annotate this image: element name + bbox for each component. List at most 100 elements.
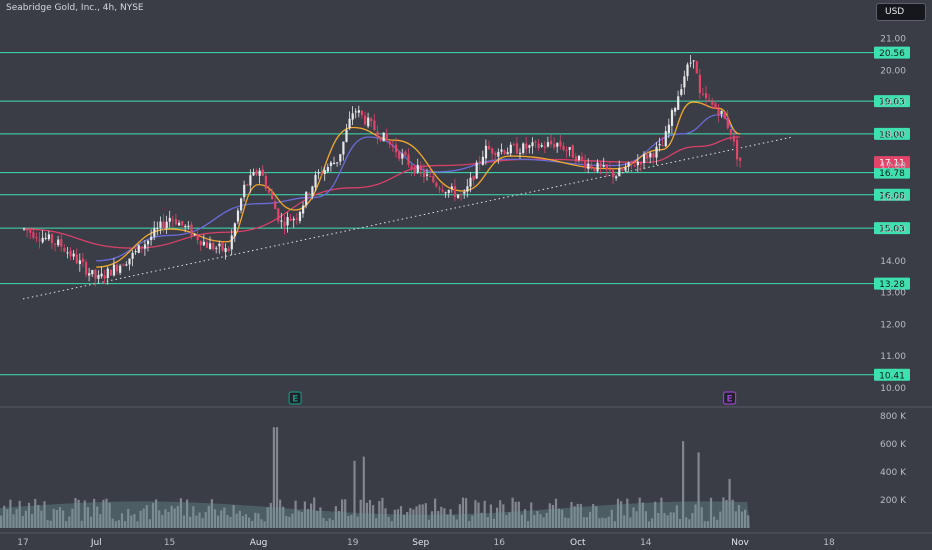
candle-body [106, 268, 109, 279]
earnings-marker[interactable] [288, 391, 302, 405]
candle-body [512, 144, 515, 146]
candle-body [729, 129, 732, 135]
price-tick-label: 13.00 [880, 289, 906, 299]
candle-body [199, 240, 202, 246]
volume-bar [74, 497, 77, 528]
candle-body [360, 110, 364, 116]
candle-body [212, 243, 215, 250]
volume-bar [195, 515, 198, 528]
volume-bar [514, 501, 517, 528]
candle-body [652, 153, 655, 158]
volume-bar [632, 507, 635, 528]
volume-bar [0, 515, 3, 528]
candle-body [122, 264, 125, 266]
candle-body [435, 182, 438, 187]
volume-bar [744, 509, 747, 528]
candle-body [289, 218, 292, 221]
candle-body [478, 161, 481, 164]
candle-body [143, 244, 147, 249]
volume-bar [350, 515, 353, 528]
candle-body [38, 239, 41, 241]
candle-body [469, 177, 472, 187]
price-tick-label: 16.00 [880, 193, 906, 203]
candle-body [267, 189, 271, 193]
candle-body [596, 162, 599, 172]
candle-body [85, 261, 88, 275]
candle-body [528, 145, 531, 148]
level-label: 13.28 [879, 280, 905, 290]
volume-bar [120, 513, 124, 528]
candle-body [277, 208, 280, 222]
volume-bar [663, 512, 666, 528]
volume-pane: 800 K 600 K 400 K 200 K [0, 412, 907, 528]
candle-body [193, 234, 196, 236]
candle-body [236, 210, 240, 222]
volume-bar [328, 518, 331, 528]
volume-bar [666, 515, 669, 528]
candle-body [47, 234, 50, 240]
candle-body [370, 118, 373, 122]
volume-bar [341, 499, 344, 528]
volume-bar [505, 515, 508, 528]
candle-body [543, 146, 546, 148]
volume-bar [52, 508, 55, 528]
candle-body [153, 228, 156, 237]
candle-body [633, 165, 636, 167]
volume-bar [173, 508, 176, 528]
volume-bar [722, 497, 725, 528]
candle-body [168, 217, 171, 222]
volume-bar [303, 501, 306, 528]
candle-body [429, 176, 432, 178]
volume-bar [21, 516, 24, 528]
candle-body [627, 162, 630, 167]
volume-bar [440, 506, 443, 528]
volume-bar [170, 505, 173, 528]
volume-bar [443, 508, 446, 528]
candle-body [119, 265, 122, 273]
volume-bar [480, 512, 483, 528]
volume-bar [108, 502, 111, 528]
volume-bar [452, 515, 455, 528]
candle-body [581, 156, 584, 160]
time-tick-label: Aug [250, 538, 268, 548]
candle-body [66, 252, 69, 254]
time-tick-label: Nov [731, 538, 749, 548]
candle-body [649, 152, 652, 158]
candle-body [677, 96, 680, 110]
candle-body [519, 152, 522, 154]
volume-bar [207, 505, 210, 528]
candle-body [577, 155, 581, 160]
volume-bar [542, 517, 545, 528]
candle-body [705, 93, 708, 99]
volume-bar [638, 497, 641, 528]
volume-bar [148, 519, 151, 528]
currency-selector[interactable]: USD [876, 3, 926, 21]
volume-bar [139, 510, 142, 528]
volume-bar [235, 513, 238, 528]
candle-body [364, 115, 367, 125]
price-axis: 22.0021.0020.0019.0018.0017.0016.0015.00… [880, 3, 906, 394]
candle-body [540, 145, 543, 147]
earnings-marker[interactable] [722, 391, 737, 405]
candle-body [320, 172, 323, 175]
volume-bar [387, 516, 390, 528]
candle-body [271, 192, 274, 200]
volume-bar [629, 517, 632, 528]
candle-body [140, 246, 143, 249]
level-badge [874, 166, 910, 179]
candle-body [190, 224, 193, 237]
volume-bar [220, 510, 223, 528]
candle-body [336, 162, 339, 164]
volume-bar [80, 520, 83, 528]
candle-body [26, 228, 29, 231]
candle-body [159, 221, 162, 228]
time-tick-label: Jul [90, 538, 102, 548]
volume-bar [164, 509, 167, 528]
candle-body [395, 144, 398, 153]
volume-bar [685, 517, 688, 528]
volume-bar [496, 507, 499, 528]
volume-bar [468, 521, 471, 528]
candle-body [255, 170, 258, 175]
